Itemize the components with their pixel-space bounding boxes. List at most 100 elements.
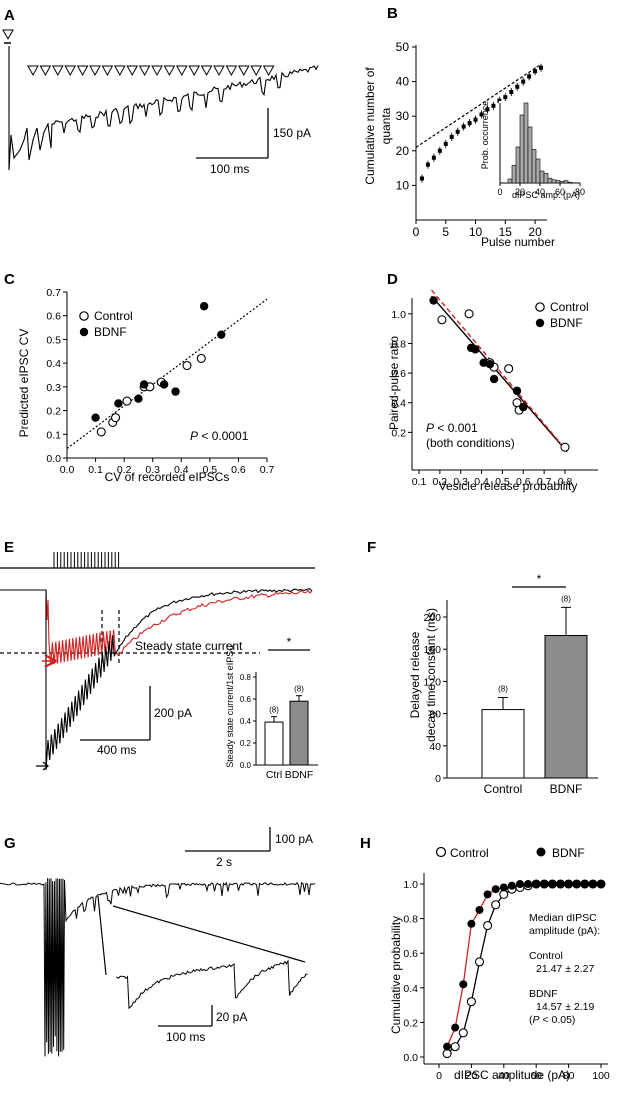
panel-b-ytick-label: 30 (396, 109, 410, 123)
panel-d-ytick-label: 1.0 (391, 309, 406, 321)
panel-a-stim-marker (225, 65, 238, 77)
panel-b-point (479, 112, 484, 117)
panel-h-ytick-label: 0.2 (403, 1017, 418, 1029)
panel-d-point-bdnf (489, 374, 499, 384)
panel-f-bar-label: BDNF (550, 782, 583, 796)
panel-c-legend-bdnf-marker (79, 327, 89, 337)
panel-a-stim-marker (213, 65, 225, 77)
panel-h-xtick-label: 60 (530, 1070, 542, 1082)
panel-f-bar-chart: 0 40 80 120 160 200 (8) Control (8) BDNF (423, 594, 598, 796)
panel-a-stim-marker (64, 65, 77, 77)
panel-d-point-bdnf (519, 402, 528, 412)
panel-b-point (419, 176, 424, 181)
panel-d-point-bdnf (512, 386, 522, 396)
panel-h-point-bdnf (467, 919, 476, 928)
panel-d-xtick-label: 0.2 (433, 476, 448, 488)
panel-h-point-control (499, 889, 509, 899)
panel-c-point-bdnf (139, 380, 149, 389)
panel-b-inset-bar (543, 173, 549, 184)
panel-h-median-title-2: amplitude (pA): (529, 925, 600, 937)
panel-b-inset-xtick-label: 80 (575, 187, 585, 197)
panel-a-stim-marker (200, 65, 213, 77)
panel-d-xtick-label: 0.1 (412, 476, 427, 488)
panel-a-stim-marker (89, 65, 101, 77)
panel-d-ytick-label: 0.8 (391, 338, 406, 350)
panel-h-point-control (491, 900, 501, 910)
panel-d-ytick-label: 0.4 (391, 398, 406, 410)
panel-c: C 0.00.00.10.10.20.20.30.30.40.40.50.50.… (4, 271, 274, 484)
panel-c-xtick-label: 0.3 (145, 464, 160, 476)
panel-c-ytick-label: 0.6 (46, 311, 61, 323)
panel-d-xtick-label: 0.7 (537, 476, 552, 488)
panel-c-point-bdnf (171, 387, 180, 396)
panel-c-fit-line (66, 298, 268, 449)
panel-b-inset-ylabel: Prob. occurrence (480, 101, 490, 170)
panel-c-legend-bdnf: BDNF (94, 325, 127, 339)
panel-h-ytick-label: 1.0 (403, 879, 418, 891)
panel-c-legend-control-marker (79, 311, 89, 321)
panel-g-time-label: 2 s (216, 855, 232, 869)
panel-d-p-symbol: P (426, 421, 434, 435)
panel-a-stim-marker (250, 65, 263, 77)
panel-b-xlabel: Pulse number (481, 235, 555, 249)
panel-b-xtick-label: 0 (413, 225, 420, 239)
panel-e-trace-control (0, 588, 313, 771)
panel-h-bdnf-p-symbol: P (533, 1014, 540, 1026)
panel-d-label: D (387, 271, 398, 288)
panel-b-inset-bar (511, 165, 517, 184)
panel-b-point (467, 121, 472, 126)
panel-h-bdnf-value: 14.57 ± 2.19 (536, 1001, 594, 1013)
panel-b-ylabel-1: Cumulative number of (363, 67, 377, 185)
panel-d-point-control (504, 364, 514, 374)
panel-a-stim-marker (163, 65, 176, 77)
panel-h-ytick-label: 0.8 (403, 914, 418, 926)
panel-h-bdnf-p-text: < 0.05) (540, 1014, 576, 1026)
panel-c-point-bdnf (159, 380, 169, 389)
panel-e-inset-bar-label: BDNF (285, 769, 314, 781)
panel-a-stim-marker (51, 65, 64, 77)
panel-h-point-bdnf (507, 881, 516, 890)
panel-d-p-value: P < 0.001 (426, 421, 478, 435)
panel-e-inset-ytick-label: 0.8 (240, 673, 252, 682)
panel-a-stim-marker (76, 65, 89, 77)
panel-d-xtick-label: 0.3 (453, 476, 468, 488)
panel-b-point (491, 103, 496, 108)
panel-h: H Control BDNF 0 20 40 60 80 1000.00.20.40.60… (360, 835, 610, 1082)
panel-a-stimulus-markers (2, 29, 275, 77)
panel-f-bar-label: Control (484, 782, 523, 796)
panel-b-point (521, 79, 526, 84)
panel-f-n: (8) (561, 594, 571, 603)
panel-h-bdnf-name: BDNF (529, 988, 558, 1000)
panel-f-n: (8) (498, 685, 508, 694)
panel-g-label: G (4, 835, 16, 852)
panel-f-sig-star: * (537, 572, 542, 586)
panel-h-xtick-label: 40 (498, 1070, 510, 1082)
panel-e-inset-bar-chart: 0.0 0.2 0.4 0.6 0.8 (8) Ctrl (8) BDNF (240, 672, 318, 781)
panel-b-inset-bar (507, 178, 513, 184)
panel-h-point-bdnf (491, 885, 500, 894)
panel-d-ytick-label: 0.6 (391, 368, 406, 380)
panel-d-point-control (437, 315, 447, 325)
panel-b-point (497, 98, 502, 103)
panel-c-p-text: < 0.0001 (198, 429, 249, 443)
panel-b-inset-bar (527, 126, 533, 184)
panel-b-ytick-label: 40 (396, 75, 410, 89)
panel-a-amp-label: 150 pA (273, 126, 311, 140)
panel-b: B 0 5 10 15 20 10 20 30 40 50 0 20 40 60 80 Cumulative… (363, 5, 585, 249)
panel-b-point (527, 74, 532, 79)
panel-a-stim-marker (262, 65, 275, 77)
panel-c-xtick-label: 0.1 (88, 464, 103, 476)
panel-g-zoom-line-left (97, 895, 107, 976)
panel-c-point-bdnf (91, 413, 100, 422)
panel-a-time-label: 100 ms (210, 162, 249, 176)
panel-c-xtick-label: 0.6 (231, 464, 246, 476)
panel-c-point-bdnf (114, 399, 123, 408)
panel-e-inset-n: (8) (269, 706, 279, 715)
panel-b-ytick-label: 10 (396, 178, 410, 192)
panel-h-point-control (458, 1028, 468, 1038)
panel-e-inset-bar-ctrl (264, 721, 284, 766)
panel-h-point-bdnf (443, 1042, 452, 1051)
panel-d-plot: 0.1 0.2 0.3 0.4 0.5 0.6 0.7 0.8 0.2 0.4 0.6 0.8 1.0 (391, 289, 598, 488)
panel-b-point (455, 129, 460, 134)
panel-h-point-bdnf (483, 890, 492, 899)
